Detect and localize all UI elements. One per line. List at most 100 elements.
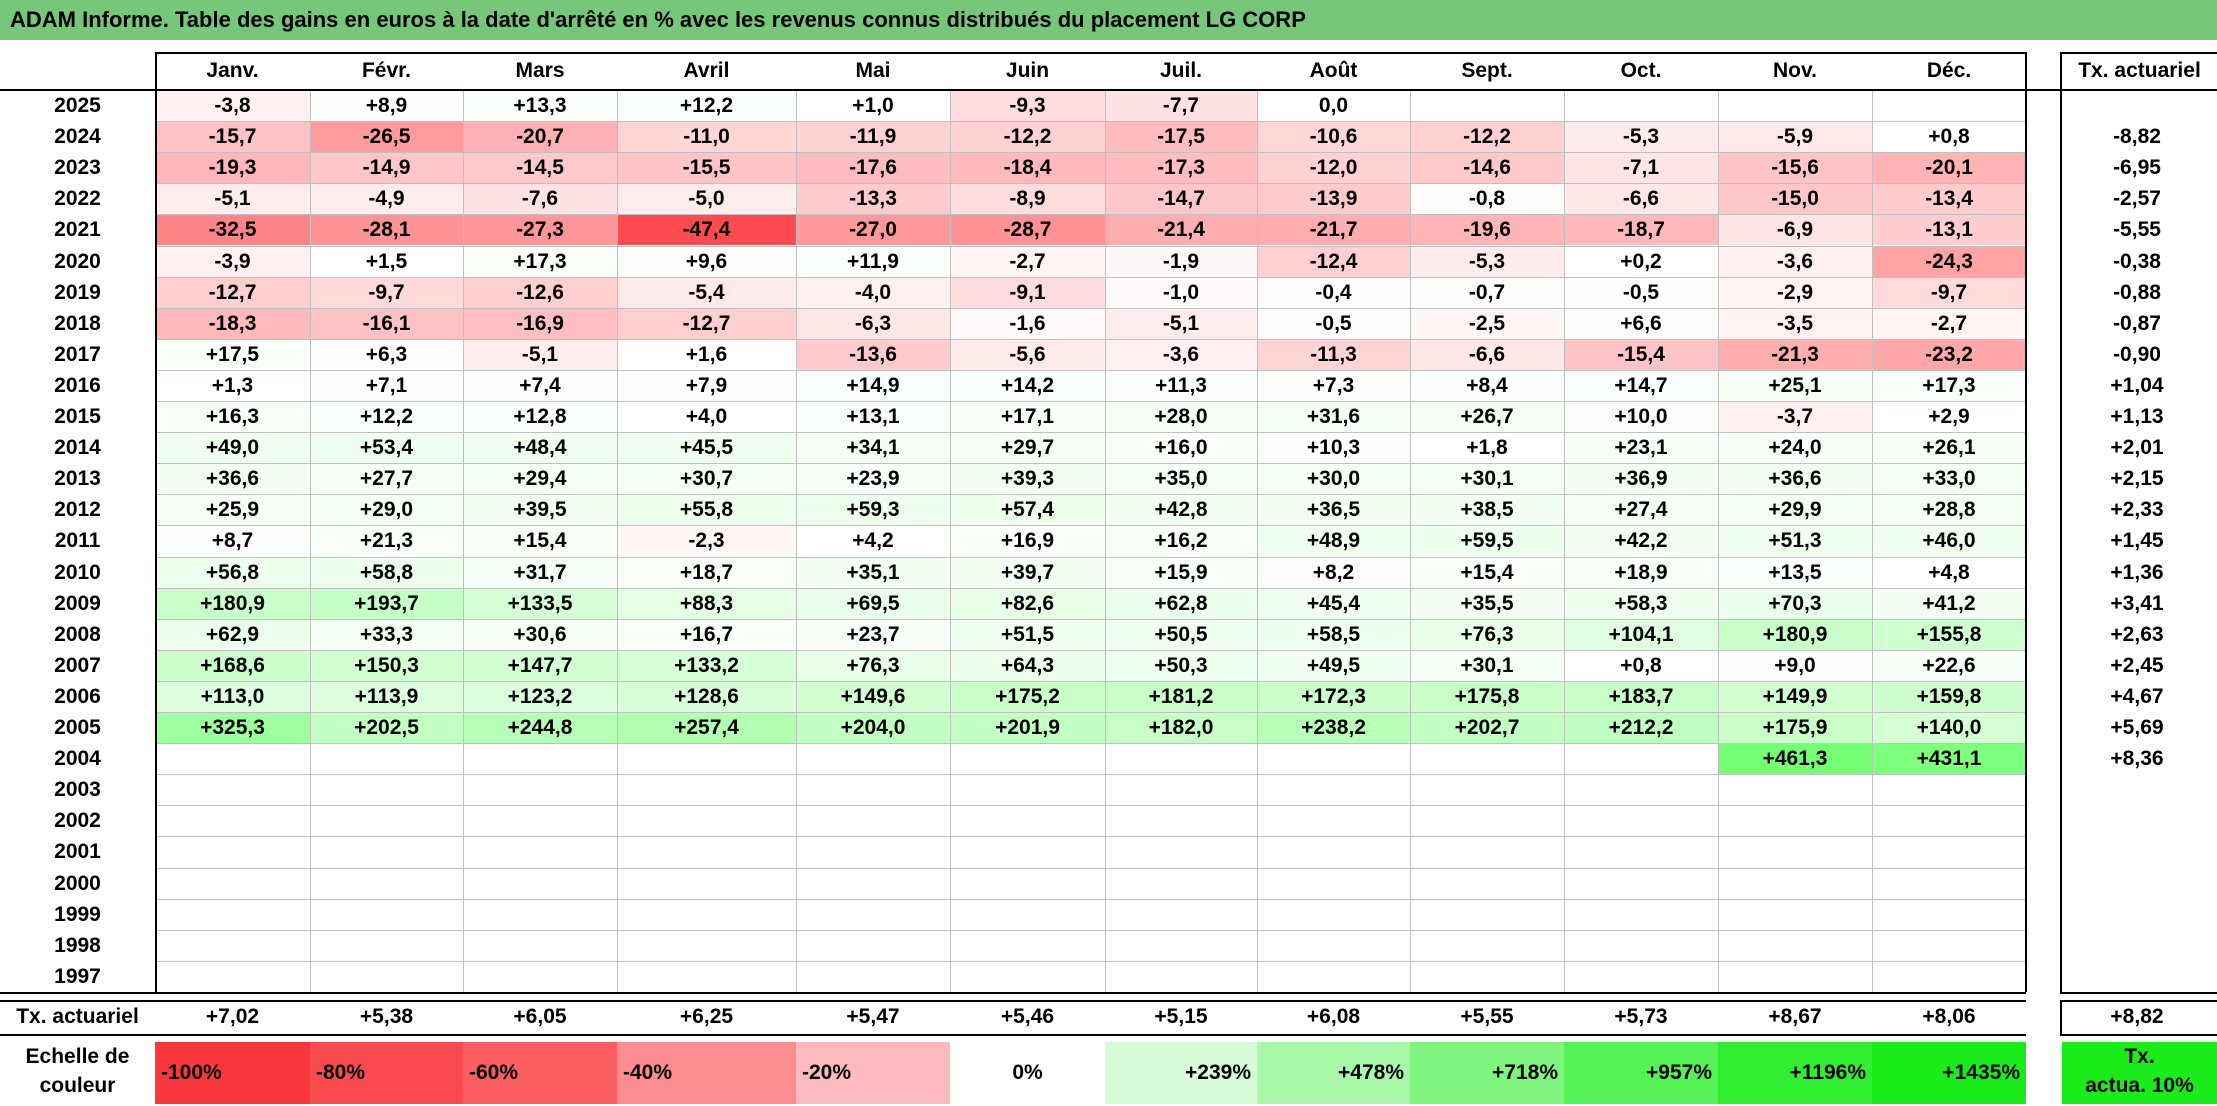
table-cell: +51,5 bbox=[950, 618, 1105, 650]
border-left bbox=[155, 52, 157, 992]
table-cell: +17,5 bbox=[155, 338, 310, 370]
row-divider bbox=[155, 587, 2026, 589]
table-cell: +4,2 bbox=[796, 525, 950, 557]
table-cell bbox=[617, 898, 796, 930]
table-cell: +13,1 bbox=[796, 401, 950, 433]
table-cell: +45,5 bbox=[617, 432, 796, 464]
actuarial-rate: +1,36 bbox=[2110, 560, 2164, 584]
table-cell: -15,0 bbox=[1718, 183, 1872, 215]
table-cell bbox=[1410, 805, 1564, 837]
table-cell bbox=[463, 836, 617, 868]
table-cell: -15,7 bbox=[155, 121, 310, 153]
table-cell bbox=[1257, 960, 1410, 992]
scale-label: Echelle de couleur bbox=[0, 1042, 155, 1104]
table-cell bbox=[796, 774, 950, 806]
table-cell: +35,1 bbox=[796, 556, 950, 588]
table-cell: +12,2 bbox=[617, 90, 796, 122]
table-cell bbox=[310, 929, 463, 961]
table-cell: +35,0 bbox=[1105, 463, 1257, 495]
table-cell: +0,8 bbox=[1564, 649, 1718, 681]
table-cell: +17,3 bbox=[463, 245, 617, 277]
year-label: 2010 bbox=[54, 560, 101, 584]
table-cell: +182,0 bbox=[1105, 712, 1257, 744]
table-cell: +325,3 bbox=[155, 712, 310, 744]
footer-value: +7,02 bbox=[205, 1004, 260, 1028]
actuarial-rate: -0,38 bbox=[2113, 249, 2161, 273]
table-cell: +202,5 bbox=[310, 712, 463, 744]
table-cell: -21,7 bbox=[1257, 214, 1410, 246]
scale-step: -80% bbox=[310, 1041, 463, 1104]
year-label: 1999 bbox=[54, 902, 101, 926]
column-divider bbox=[310, 90, 311, 992]
actuarial-rate bbox=[2062, 899, 2212, 930]
table-cell: +59,5 bbox=[1410, 525, 1564, 557]
table-cell: +21,3 bbox=[310, 525, 463, 557]
table-cell bbox=[796, 836, 950, 868]
year-label: 2000 bbox=[54, 871, 101, 895]
table-cell bbox=[155, 898, 310, 930]
table-cell: -12,0 bbox=[1257, 152, 1410, 184]
footer-value: +6,05 bbox=[513, 1004, 567, 1028]
table-cell bbox=[1105, 898, 1257, 930]
table-cell: +48,9 bbox=[1257, 525, 1410, 557]
year-label: 2016 bbox=[54, 373, 101, 397]
row-divider bbox=[155, 743, 2026, 745]
table-cell bbox=[950, 743, 1105, 775]
table-cell: +36,6 bbox=[155, 463, 310, 495]
table-cell: +18,7 bbox=[617, 556, 796, 588]
table-cell: -6,3 bbox=[796, 307, 950, 339]
table-cell: +31,6 bbox=[1257, 401, 1410, 433]
table-cell bbox=[1564, 90, 1718, 122]
table-cell bbox=[1872, 898, 2026, 930]
table-cell: +193,7 bbox=[310, 587, 463, 619]
footer-label: Tx. actuariel bbox=[16, 1004, 139, 1028]
rate-col-left bbox=[2060, 52, 2062, 992]
table-cell: -5,4 bbox=[617, 276, 796, 308]
table-cell: -14,7 bbox=[1105, 183, 1257, 215]
table-cell bbox=[1564, 743, 1718, 775]
table-cell bbox=[1257, 805, 1410, 837]
table-cell: +16,7 bbox=[617, 618, 796, 650]
table-cell: -9,7 bbox=[310, 276, 463, 308]
table-cell: +150,3 bbox=[310, 649, 463, 681]
table-cell bbox=[1410, 836, 1564, 868]
table-cell: +58,3 bbox=[1564, 587, 1718, 619]
row-divider bbox=[155, 369, 2026, 371]
table-cell bbox=[1105, 960, 1257, 992]
scale-step: +718% bbox=[1410, 1041, 1564, 1104]
table-cell bbox=[1872, 867, 2026, 899]
month-header: Sept. bbox=[1461, 59, 1513, 82]
footer-value: +5,55 bbox=[1460, 1004, 1514, 1028]
table-cell: +133,5 bbox=[463, 587, 617, 619]
table-cell: -12,2 bbox=[950, 121, 1105, 153]
table-cell: -9,3 bbox=[950, 90, 1105, 122]
row-divider bbox=[155, 805, 2026, 807]
table-cell bbox=[796, 867, 950, 899]
year-label: 2021 bbox=[54, 218, 101, 242]
table-cell: +50,3 bbox=[1105, 649, 1257, 681]
table-cell bbox=[1105, 774, 1257, 806]
border-right bbox=[2025, 52, 2027, 992]
table-cell: +238,2 bbox=[1257, 712, 1410, 744]
table-cell: +18,9 bbox=[1564, 556, 1718, 588]
table-cell: +183,7 bbox=[1564, 680, 1718, 712]
table-cell bbox=[1564, 960, 1718, 992]
year-label: 1997 bbox=[54, 964, 101, 988]
table-cell: +104,1 bbox=[1564, 618, 1718, 650]
table-cell: +149,6 bbox=[796, 680, 950, 712]
table-cell: -12,4 bbox=[1257, 245, 1410, 277]
actuarial-rate: +5,69 bbox=[2110, 716, 2164, 739]
table-cell: -13,4 bbox=[1872, 183, 2026, 215]
table-cell bbox=[1105, 805, 1257, 837]
table-cell bbox=[310, 867, 463, 899]
table-cell: +42,8 bbox=[1105, 494, 1257, 526]
table-cell bbox=[1257, 743, 1410, 775]
table-cell: +49,5 bbox=[1257, 649, 1410, 681]
table-cell: +29,4 bbox=[463, 463, 617, 495]
table-cell bbox=[310, 743, 463, 775]
table-cell bbox=[1410, 898, 1564, 930]
border-top bbox=[155, 52, 2026, 54]
table-cell: +28,0 bbox=[1105, 401, 1257, 433]
row-divider bbox=[155, 152, 2026, 154]
actuarial-rate bbox=[2062, 930, 2212, 961]
